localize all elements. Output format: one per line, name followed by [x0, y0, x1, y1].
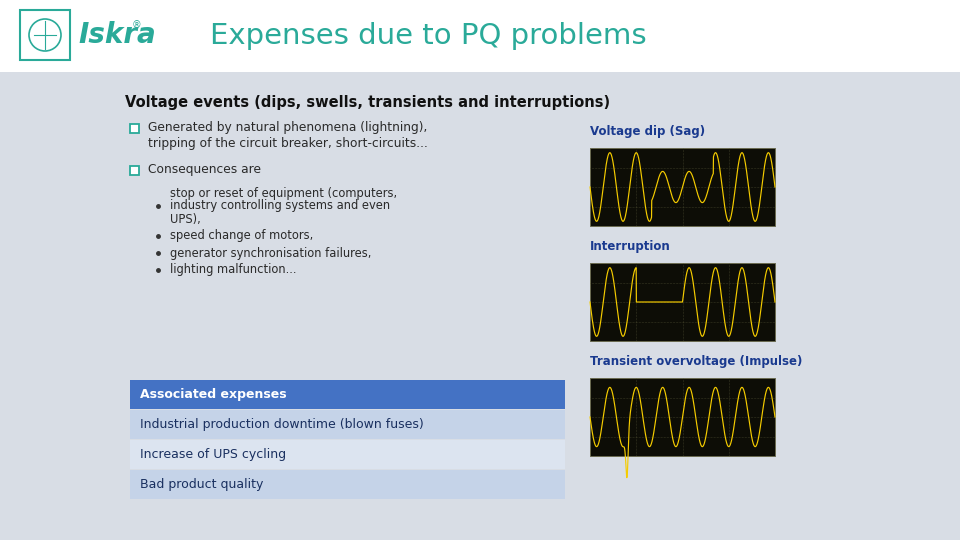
Text: Interruption: Interruption — [590, 240, 671, 253]
Text: generator synchronisation failures,: generator synchronisation failures, — [170, 246, 372, 260]
Bar — [20, 10, 70, 60]
Bar — [130, 410, 565, 439]
Text: lighting malfunction...: lighting malfunction... — [170, 264, 297, 276]
Text: Iskra: Iskra — [78, 21, 156, 49]
Bar — [0, 0, 960, 72]
Bar — [590, 263, 775, 341]
Text: Expenses due to PQ problems: Expenses due to PQ problems — [210, 22, 647, 50]
Text: Voltage dip (Sag): Voltage dip (Sag) — [590, 125, 706, 138]
Bar — [130, 124, 139, 132]
Bar — [130, 165, 139, 174]
Text: Industrial production downtime (blown fuses): Industrial production downtime (blown fu… — [140, 418, 423, 431]
Bar — [590, 148, 775, 226]
Bar — [130, 440, 565, 469]
Text: speed change of motors,: speed change of motors, — [170, 230, 313, 242]
Text: Voltage events (dips, swells, transients and interruptions): Voltage events (dips, swells, transients… — [125, 96, 611, 111]
Text: stop or reset of equipment (computers,: stop or reset of equipment (computers, — [170, 186, 397, 199]
Bar — [130, 380, 565, 409]
Text: tripping of the circuit breaker, short-circuits...: tripping of the circuit breaker, short-c… — [148, 137, 428, 150]
Text: Increase of UPS cycling: Increase of UPS cycling — [140, 448, 286, 461]
Bar — [0, 72, 960, 540]
Text: ®: ® — [132, 20, 142, 30]
Text: Generated by natural phenomena (lightning),: Generated by natural phenomena (lightnin… — [148, 122, 427, 134]
Text: Associated expenses: Associated expenses — [140, 388, 287, 401]
Text: Bad product quality: Bad product quality — [140, 478, 263, 491]
Text: Transient overvoltage (Impulse): Transient overvoltage (Impulse) — [590, 355, 803, 368]
Text: UPS),: UPS), — [170, 213, 201, 226]
Bar — [130, 470, 565, 499]
Bar — [590, 378, 775, 456]
Text: Consequences are: Consequences are — [148, 164, 261, 177]
Text: industry controlling systems and even: industry controlling systems and even — [170, 199, 390, 213]
